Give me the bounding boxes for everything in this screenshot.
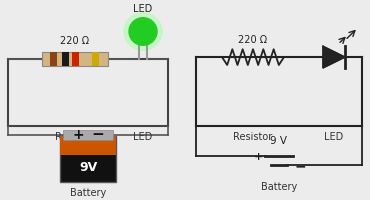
Circle shape	[124, 13, 162, 50]
Bar	[60, 136, 116, 155]
Text: −: −	[295, 159, 307, 173]
Text: Resistor: Resistor	[56, 132, 95, 142]
Text: LED: LED	[133, 132, 153, 142]
Polygon shape	[323, 46, 345, 68]
Circle shape	[129, 18, 157, 45]
Bar	[63, 130, 113, 140]
Text: 220 Ω: 220 Ω	[238, 35, 268, 45]
Text: LED: LED	[133, 4, 153, 14]
Text: +: +	[254, 152, 263, 162]
Bar	[72, 52, 79, 66]
Text: Resistor: Resistor	[233, 132, 273, 142]
Bar	[62, 52, 69, 66]
Bar	[42, 52, 108, 66]
Text: 220 Ω: 220 Ω	[60, 36, 90, 46]
Text: LED: LED	[324, 132, 344, 142]
Text: 9V: 9V	[79, 161, 97, 174]
Text: Battery: Battery	[261, 182, 297, 192]
Text: 9 V: 9 V	[270, 136, 287, 146]
Bar	[92, 52, 99, 66]
Bar	[50, 52, 57, 66]
Text: −: −	[92, 127, 104, 142]
Text: +: +	[72, 128, 84, 142]
Text: Battery: Battery	[70, 188, 106, 198]
Bar	[60, 136, 116, 182]
